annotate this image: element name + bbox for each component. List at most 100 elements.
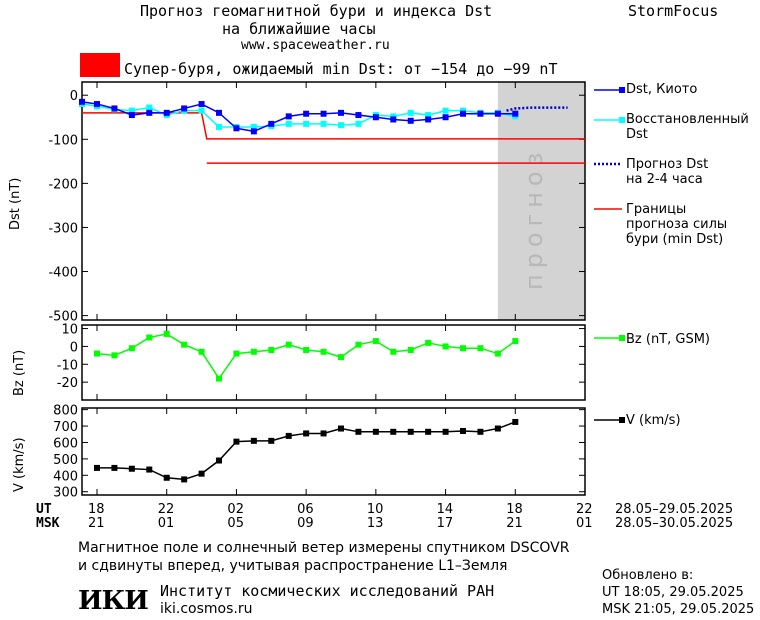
dst-point	[250, 128, 257, 135]
bz-point	[146, 334, 153, 341]
msk-tick-label: 01	[576, 516, 593, 531]
chart-title-line1: Прогноз геомагнитной бури и индекса Dst	[140, 2, 493, 20]
v-panel-frame	[81, 407, 586, 496]
bz-point	[233, 350, 240, 357]
dst-point	[268, 120, 275, 127]
v-point	[268, 437, 275, 444]
dst-point	[79, 98, 85, 105]
dst-point	[320, 120, 327, 127]
bz-ytick-label: -10	[57, 358, 78, 373]
bz-point	[163, 330, 170, 337]
v-ytick-label: 300	[53, 486, 78, 501]
bz-point	[355, 341, 362, 348]
footer-note-line1: Магнитное поле и солнечный ветер измерен…	[78, 540, 570, 556]
bz-point	[460, 345, 466, 352]
v-point	[320, 430, 327, 437]
dst-point	[407, 117, 414, 124]
bz-ytick-label: 0	[70, 340, 78, 355]
dst-point	[146, 104, 153, 111]
legend-bounds-3: бури (min Dst)	[626, 232, 724, 247]
dst-panel-frame	[81, 81, 586, 321]
dst-point	[390, 113, 397, 120]
bz-point	[390, 348, 397, 355]
updated-label: Обновлено в:	[602, 568, 694, 583]
dst-point	[338, 109, 344, 116]
dst-point	[442, 114, 449, 121]
bz-series-line-0	[96, 333, 516, 380]
msk-tick-label: 05	[227, 516, 244, 531]
v-point	[460, 427, 466, 434]
dst-point	[494, 110, 501, 117]
legend-v: V (km/s)	[626, 413, 681, 428]
dst-point	[320, 110, 327, 117]
msk-tick-label: 21	[506, 516, 523, 531]
dst-point	[512, 110, 519, 117]
bz-point	[425, 339, 432, 346]
v-point	[372, 428, 379, 435]
dst-ytick-label: 0	[70, 89, 78, 104]
dst-point	[285, 120, 292, 127]
legend-forecast-2: на 2-4 часа	[626, 172, 703, 187]
v-ytick-label: 500	[53, 453, 78, 468]
v-point	[407, 428, 414, 435]
dst-point	[355, 120, 362, 127]
dst-ytick-label: -300	[48, 221, 78, 236]
dst-point	[285, 113, 292, 120]
bz-point	[338, 354, 344, 361]
institute-link[interactable]: iki.cosmos.ru	[160, 601, 253, 617]
legend-dst-kyoto: Dst, Киото	[626, 82, 698, 97]
bz-point	[198, 348, 205, 355]
legend-marker	[619, 417, 625, 423]
dst-point	[390, 116, 397, 123]
v-point	[111, 464, 118, 471]
msk-label: MSK	[36, 516, 60, 531]
v-point	[285, 432, 292, 439]
dst-point	[216, 123, 222, 130]
dst-point	[146, 109, 153, 116]
msk-tick-label: 09	[297, 516, 314, 531]
dst-point	[460, 107, 466, 114]
site-link[interactable]: www.spaceweather.ru	[241, 38, 390, 53]
bz-point	[372, 338, 379, 345]
dst-point	[216, 109, 222, 116]
v-point	[442, 428, 449, 435]
dst-ytick-label: -100	[48, 133, 78, 148]
v-point	[338, 425, 344, 432]
bz-axis-label: Bz (nT)	[12, 349, 27, 396]
bz-point	[477, 345, 484, 352]
institute-name: Институт космических исследований РАН	[160, 582, 495, 600]
dst-point	[355, 112, 362, 119]
footer-note-line2: и сдвинуты вперед, учитывая распростране…	[78, 558, 508, 574]
legend-marker	[619, 87, 625, 93]
dst-point	[477, 110, 484, 117]
dst-point	[163, 109, 170, 116]
legend-bz: Bz (nT, GSM)	[626, 332, 711, 347]
dst-point	[303, 110, 310, 117]
ut-tick-label: 10	[366, 502, 384, 517]
bz-point	[250, 348, 257, 355]
dst-point	[425, 112, 432, 119]
dst-series-line-2	[506, 106, 568, 112]
legend-forecast: Прогноз Dst	[626, 157, 709, 172]
dst-point	[250, 123, 257, 130]
legend-marker	[619, 117, 625, 123]
bz-ytick-label: -20	[57, 376, 78, 391]
dst-point	[425, 116, 432, 123]
ut-tick-label: 18	[506, 502, 523, 517]
dst-point	[338, 122, 344, 129]
ut-tick-label: 06	[297, 502, 314, 517]
legend-marker	[619, 335, 625, 341]
bz-point	[111, 352, 118, 359]
updated-ut: UT 18:05, 29.05.2025	[602, 585, 744, 600]
dst-point	[303, 120, 310, 127]
brand-name: StormFocus	[628, 2, 719, 20]
legend-dst-restored-2: Dst	[626, 127, 648, 142]
v-ytick-label: 800	[53, 404, 78, 419]
bz-point	[94, 350, 100, 357]
updated-msk: MSK 21:05, 29.05.2025	[602, 602, 755, 617]
bz-point	[494, 350, 501, 357]
bz-point	[285, 341, 292, 348]
bz-point	[181, 341, 188, 348]
dst-point	[198, 101, 205, 108]
v-point	[216, 457, 222, 464]
